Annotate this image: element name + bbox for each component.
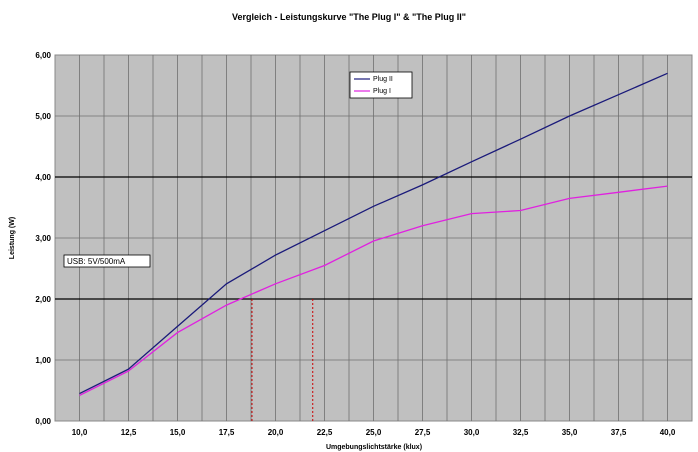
y-axis-title: Leistung (W) — [9, 217, 16, 259]
x-tick-label: 35,0 — [562, 428, 578, 437]
x-tick-label: 22,5 — [317, 428, 333, 437]
y-tick-label: 1,00 — [35, 356, 51, 365]
x-tick-label: 30,0 — [464, 428, 480, 437]
legend: Plug II Plug I — [349, 71, 413, 99]
reference-lines — [55, 176, 692, 300]
annotation-box — [63, 254, 151, 268]
legend-label-plug-ii: Plug II — [373, 76, 393, 83]
y-tick-label: 5,00 — [35, 112, 51, 121]
y-tick-label: 0,00 — [35, 417, 51, 426]
x-tick-label: 15,0 — [170, 428, 186, 437]
vertical-markers — [251, 299, 314, 421]
y-tick-labels: 0,00 1,00 2,00 3,00 4,00 5,00 6,00 — [35, 51, 51, 426]
usb-annotation: USB: 5V/500mA — [63, 254, 151, 268]
y-tick-label: 2,00 — [35, 295, 51, 304]
x-tick-label: 20,0 — [268, 428, 284, 437]
chart-title: Vergleich - Leistungskurve "The Plug I" … — [231, 12, 467, 22]
x-tick-label: 27,5 — [415, 428, 431, 437]
y-tick-label: 6,00 — [35, 51, 51, 60]
grid-lines — [55, 55, 692, 421]
y-tick-label: 3,00 — [35, 234, 51, 243]
x-tick-label: 25,0 — [366, 428, 382, 437]
x-axis-title: Umgebungslichtstärke (klux) — [326, 444, 422, 451]
y-tick-label: 4,00 — [35, 173, 51, 182]
annotation-text: USB: 5V/500mA — [67, 257, 126, 266]
x-tick-label: 17,5 — [219, 428, 235, 437]
legend-box — [349, 71, 413, 99]
x-tick-label: 37,5 — [611, 428, 627, 437]
series-line-plug-ii — [79, 72, 668, 395]
series-group — [79, 72, 668, 396]
x-tick-label: 12,5 — [121, 428, 137, 437]
series-line-plug-i — [79, 185, 668, 396]
legend-label-plug-i: Plug I — [373, 88, 391, 95]
x-tick-labels: 10,0 12,5 15,0 17,5 20,0 22,5 25,0 27,5 30,0 32,5… — [72, 428, 676, 437]
x-tick-label: 40,0 — [660, 428, 676, 437]
x-tick-label: 10,0 — [72, 428, 88, 437]
x-tick-label: 32,5 — [513, 428, 529, 437]
